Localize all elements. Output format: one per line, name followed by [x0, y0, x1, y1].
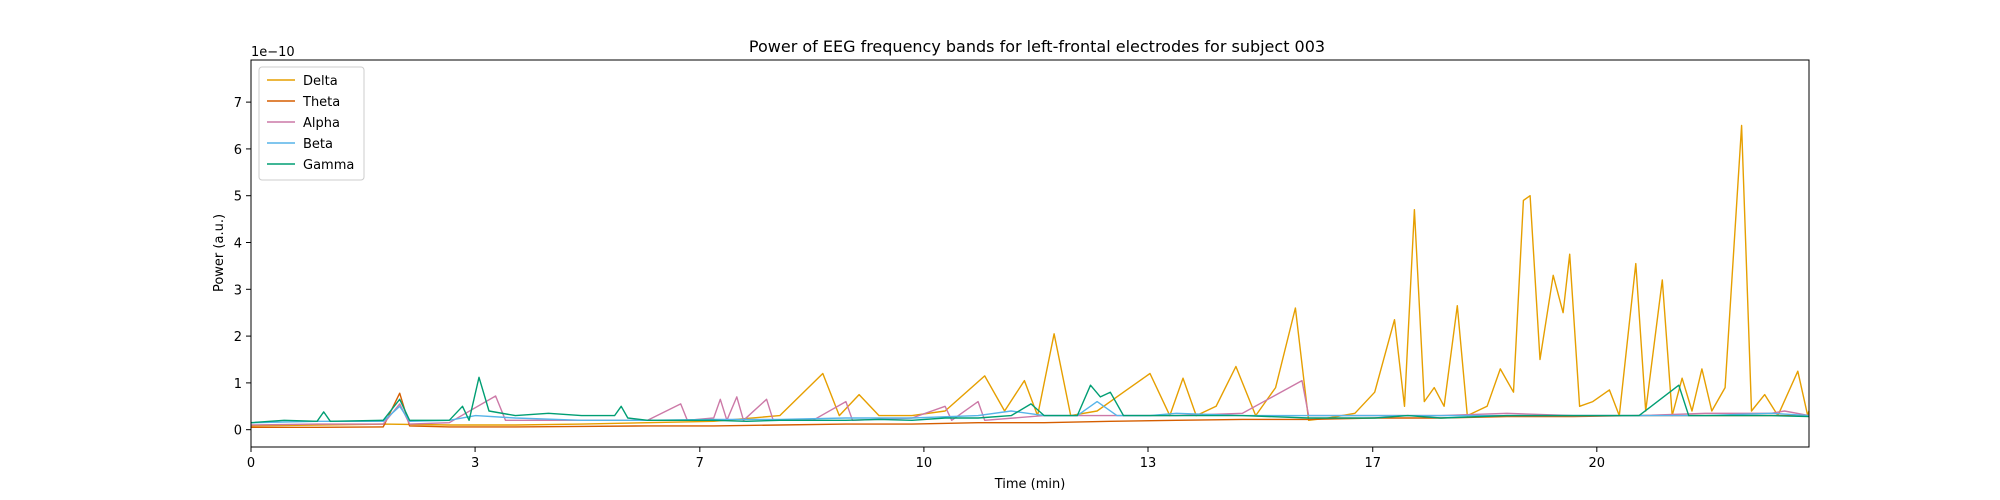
y-tick-label: 2 [234, 330, 242, 345]
series-line-gamma [250, 376, 1810, 424]
legend-label-gamma: Gamma [303, 158, 354, 173]
plot-lines [250, 124, 1810, 428]
y-tick-label: 1 [234, 377, 242, 392]
x-tick-label: 13 [1140, 456, 1157, 471]
y-tick-label: 4 [234, 237, 242, 252]
y-tick-label: 5 [234, 190, 242, 205]
y-axis: 0 1 2 3 4 5 6 7 [234, 96, 251, 439]
x-axis-label: Time (min) [994, 477, 1066, 492]
x-tick-label: 10 [916, 456, 933, 471]
legend-label-delta: Delta [303, 74, 338, 89]
chart-title: Power of EEG frequency bands for left-fr… [749, 37, 1325, 56]
legend-box [258, 66, 365, 181]
x-tick-label: 7 [696, 456, 704, 471]
x-tick-label: 3 [471, 456, 479, 471]
y-axis-offset-label: 1e−10 [251, 45, 295, 60]
legend: Delta Theta Alpha Beta Gamma [258, 66, 365, 181]
y-axis-label: Power (a.u.) [212, 214, 227, 292]
x-tick-label: 0 [247, 456, 255, 471]
legend-label-theta: Theta [302, 95, 340, 110]
legend-label-alpha: Alpha [303, 116, 340, 131]
x-tick-label: 20 [1589, 456, 1606, 471]
series-line-theta [251, 392, 1809, 428]
y-tick-label: 6 [234, 143, 242, 158]
y-tick-label: 3 [234, 283, 242, 298]
plot-frame [250, 59, 1810, 448]
y-tick-label: 7 [234, 96, 242, 111]
y-tick-label: 0 [234, 424, 242, 439]
legend-label-beta: Beta [303, 137, 333, 152]
x-tick-label: 17 [1364, 456, 1381, 471]
x-axis: 0 3 7 10 13 17 20 [247, 447, 1605, 471]
